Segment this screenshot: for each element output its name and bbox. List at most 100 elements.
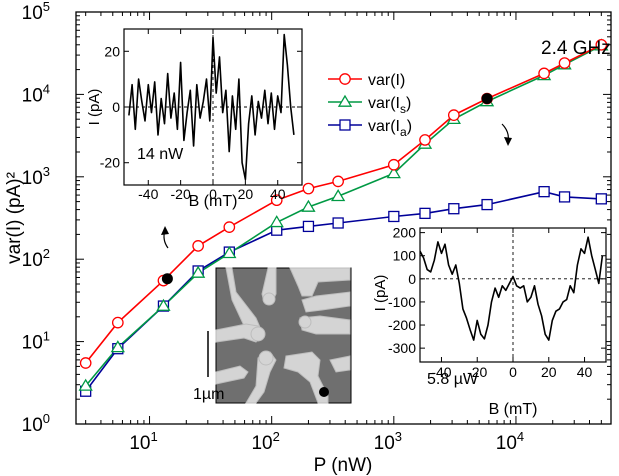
data-point-circle [79,357,92,369]
y-tick-label: 101 [22,329,50,354]
top-inset-power-label: 14 nW [137,146,184,163]
data-point-triangle [301,199,316,212]
data-point-square [538,186,550,198]
legend-label-text: var(I [368,95,400,112]
data-point-triangle [386,166,401,179]
legend-marker-square [339,119,351,131]
data-point-triangle [156,298,171,311]
main-series-layer [78,38,609,397]
y-tick-label-exp: 3 [43,164,50,179]
main-plot-frame [75,11,612,425]
y-tick-label-exp: 1 [43,329,50,344]
top-inset-y-label: I (pA) [86,89,103,126]
x-tick-label-exp: 3 [395,429,402,444]
x-tick-label-base: 10 [374,433,395,454]
x-axis-label: P (nW) [314,455,373,476]
inset-x-tick-label: 0 [209,186,217,202]
bottom-inset-y-label: I (pA) [372,275,389,312]
arrow-to-top-inset [161,226,169,249]
bottom-inset-power-label: 5.8 µW [427,371,479,388]
inset-x-tick-label: -20 [171,186,191,202]
inset-x-tick-label: 40 [270,186,286,202]
data-point-circle [419,134,431,146]
legend-label-text: ) [406,95,411,112]
data-point-circle [111,316,124,329]
x-tick-label-exp: 2 [273,429,280,444]
data-point-square [558,191,571,203]
y-axis-label: var(I) (pA)² [4,172,25,264]
legend-marker-circle [339,73,351,85]
inset-y-tick-label: 100 [393,248,417,264]
main-plot-border [75,11,612,425]
x-tick-label: 103 [374,429,402,454]
data-point-square [481,198,493,211]
inset-trace-line [128,33,295,181]
inset-x-tick-label: 20 [541,364,557,380]
data-point-circle [192,240,204,252]
inset-y-tick-label: 0 [112,99,120,115]
inset-x-tick-label: 40 [577,364,593,380]
inset-y-tick-label: -20 [100,155,120,171]
inset-x-tick-label: -40 [431,364,451,380]
x-tick-label-exp: 1 [150,429,157,444]
data-point-square [448,203,460,215]
data-point-circle [538,67,550,80]
data-point-triangle [330,189,346,202]
legend-label: var(Ia) [368,118,412,139]
inset-x-tick-label: -40 [138,186,158,202]
bottom-inset-trace [420,236,604,341]
y-tick-label: 100 [22,411,50,436]
y-tick-label: 104 [22,81,50,106]
legend-label-subscript: a [400,125,407,139]
x-tick-label: 104 [496,429,524,454]
data-point-circle [447,109,460,121]
bottom-inset-x-label: B (mT) [489,401,538,418]
legend-label-text: var(I [368,118,400,135]
legend-label: var(I) [368,72,405,89]
top-inset-ticks: -40 -20 0 20 40 -20 0 20 [100,29,302,202]
data-point-triangle [110,340,125,353]
top-inset-trace [128,33,295,181]
bottom-inset-background [419,227,607,363]
data-point-triangle [222,245,237,259]
arrow-to-bottom-inset [501,123,512,146]
data-point-square [302,220,315,233]
highlighted-data-point [481,93,493,105]
micrograph-marker-dot [319,387,329,397]
y-tick-label: 102 [22,246,50,271]
legend-label-text: ) [407,118,412,135]
inset-x-tick-label: 0 [509,364,517,380]
x-tick-label-base: 10 [251,433,272,454]
data-point-circle [270,194,283,207]
legend: var(I)var(Is)var(Ia) [328,72,412,139]
inset-y-tick-label: -300 [388,340,416,356]
inset-y-tick-label: 20 [104,43,120,59]
data-point-circle [302,182,315,195]
y-tick-label: 105 [22,0,50,24]
y-tick-label-base: 10 [22,415,43,436]
y-tick-label-exp: 4 [43,81,50,96]
data-point-circle [332,175,344,188]
top-inset-x-label: B (mT) [189,193,238,210]
scale-bar-label: 1µm [193,386,224,403]
y-tick-label: 103 [22,164,50,189]
data-point-triangle [191,265,206,278]
x-tick-label-base: 10 [129,433,150,454]
y-tick-label-exp: 0 [43,411,50,426]
data-point-circle [595,38,608,51]
legend-label-subscript: s [400,102,406,116]
data-point-triangle [269,215,284,228]
inset-y-tick-label: -100 [388,294,416,310]
data-point-circle [558,57,571,69]
data-point-square [388,210,400,223]
x-tick-label: 102 [251,429,279,454]
y-tick-label-base: 10 [22,250,43,271]
inset-y-tick-label: -200 [388,317,416,333]
legend-label: var(Is) [368,95,411,116]
data-point-circle [387,158,400,171]
data-point-square [595,193,607,205]
y-tick-label-base: 10 [22,168,43,189]
data-point-square [419,207,431,220]
y-tick-label-base: 10 [22,85,43,106]
